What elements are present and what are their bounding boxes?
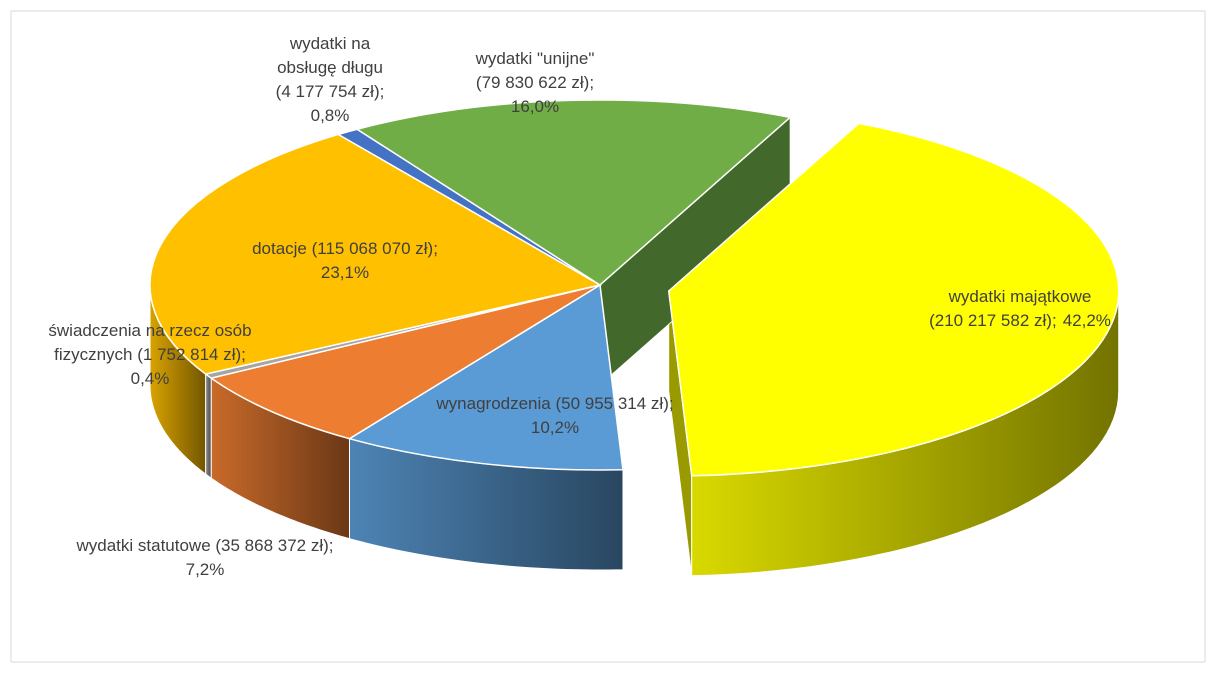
label-line: (210 217 582 zł); <box>929 311 1057 330</box>
label-line: wydatki "unijne" <box>475 49 595 68</box>
label-line: wydatki na <box>289 34 371 53</box>
label-line: obsługę długu <box>277 58 383 77</box>
pie-slice <box>667 122 1120 477</box>
pie-slice <box>149 133 603 375</box>
data-label: dotacje (115 068 070 zł); 23,1% <box>252 239 438 282</box>
data-label: wynagrodzenia (50 955 314 zł); 10,2% <box>435 394 673 437</box>
data-label: wydatki "unijne" (79 830 622 zł); 16,0% <box>475 49 595 116</box>
slice-wall <box>205 373 212 480</box>
value-label: 0,8% <box>311 106 350 125</box>
pie-slice <box>347 283 624 471</box>
data-labels: wydatki majątkowe (210 217 582 zł); 42,2%w… <box>48 34 1110 579</box>
pie-slice <box>209 284 601 440</box>
value-label: 23,1% <box>321 263 369 282</box>
label-line: fizycznych (1 752 814 zł); <box>54 345 246 364</box>
label-line: (79 830 622 zł); <box>476 73 594 92</box>
pie-slice <box>355 99 792 286</box>
data-label: wydatki majątkowe (210 217 582 zł); 42,2% <box>929 287 1111 330</box>
slice-tops <box>149 99 1120 477</box>
data-label: wydatki statutowe (35 868 372 zł); 7,2% <box>75 536 333 579</box>
data-label: świadczenia na rzecz osób fizycznych (1 7… <box>48 321 251 388</box>
label-line: świadczenia na rzecz osób <box>48 321 251 340</box>
value-label: 10,2% <box>531 418 579 437</box>
value-label: 42,2% <box>1063 311 1111 330</box>
label-line: dotacje (115 068 070 zł); <box>252 239 438 258</box>
value-label: 16,0% <box>511 97 559 116</box>
label-line: wydatki majątkowe <box>948 287 1092 306</box>
label-line: (4 177 754 zł); <box>276 82 385 101</box>
value-label: 7,2% <box>186 560 225 579</box>
value-label: 0,4% <box>131 369 170 388</box>
data-label: wydatki na obsługę długu (4 177 754 zł); 0,… <box>276 34 385 125</box>
label-line: wydatki statutowe (35 868 372 zł); <box>75 536 333 555</box>
label-line: wynagrodzenia (50 955 314 zł); <box>435 394 673 413</box>
